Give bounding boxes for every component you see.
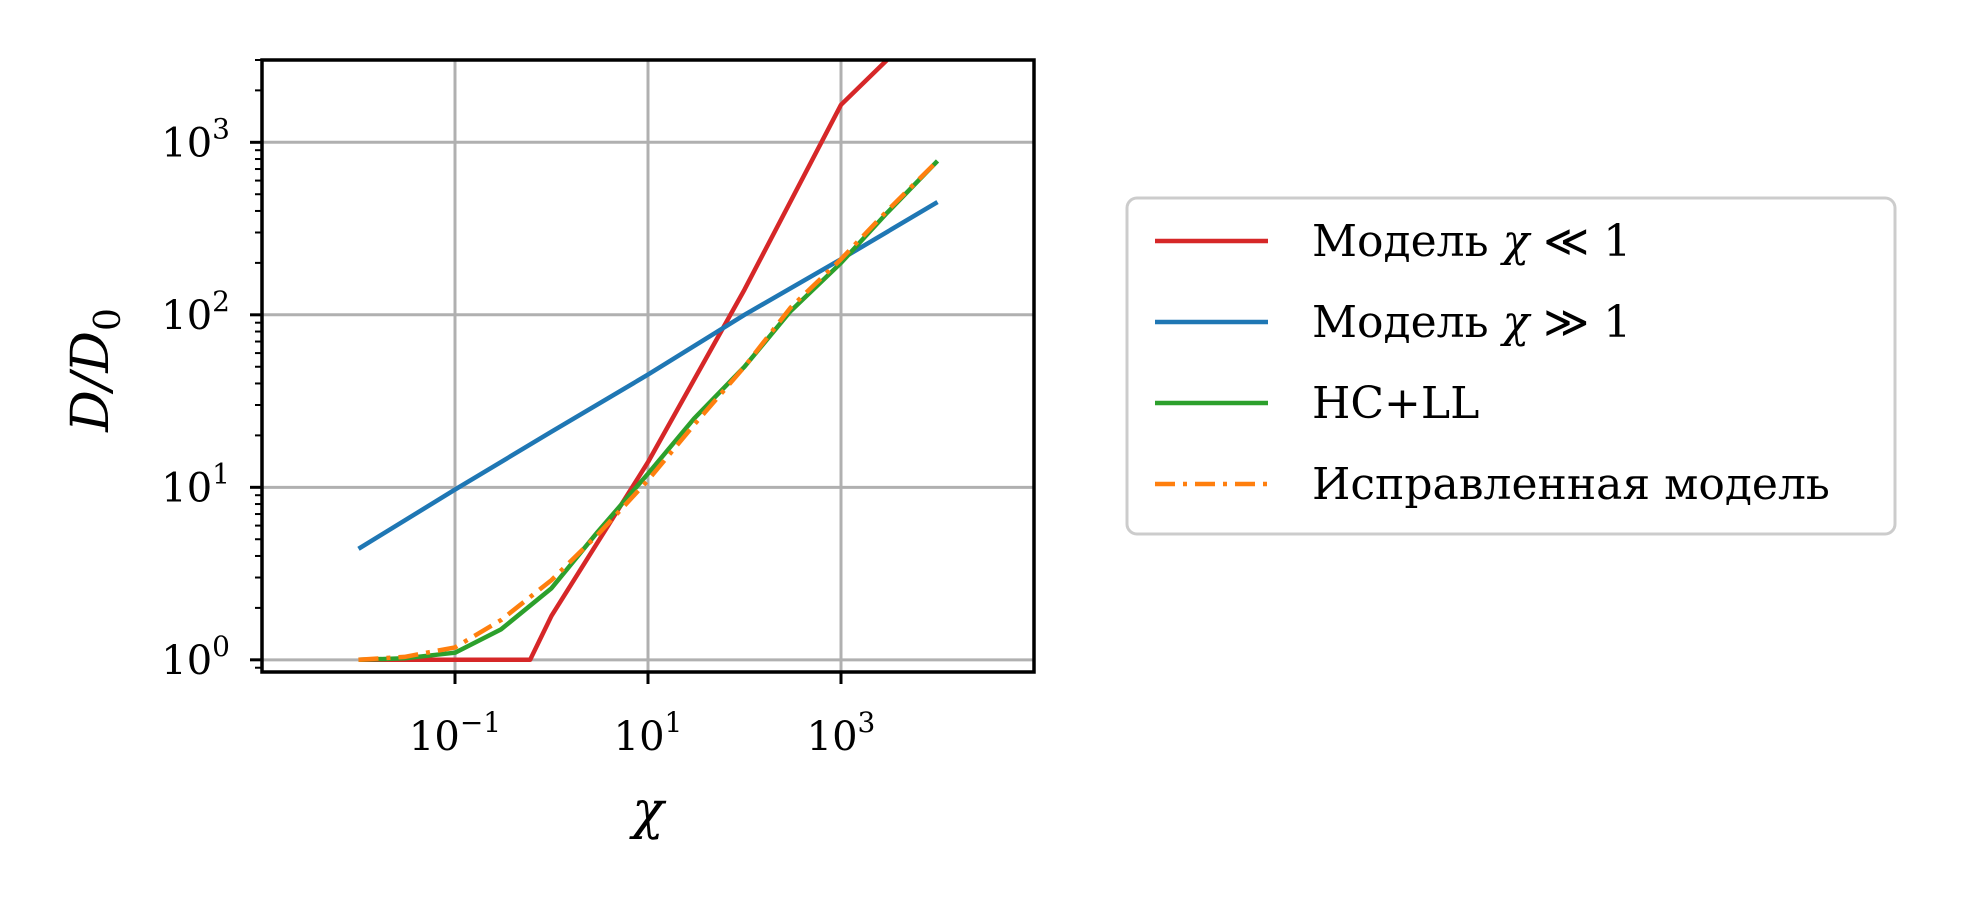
x-axis-label: χ <box>628 781 667 841</box>
y-axis-label-main: D/D <box>61 331 121 433</box>
legend-label-1: Модель χ ≪ 1 <box>1312 216 1631 267</box>
plot-area <box>357 60 940 663</box>
x-tick-label: 10−1 <box>409 706 501 760</box>
legend-label-2: Модель χ ≫ 1 <box>1312 297 1631 348</box>
series-line-1 <box>358 60 889 663</box>
series-line-4 <box>358 159 940 663</box>
y-axis-label-sub: 0 <box>88 308 129 331</box>
y-tick-label: 103 <box>161 112 230 166</box>
x-tick-label: 101 <box>614 706 683 760</box>
x-tick-label: 103 <box>807 706 876 760</box>
y-tick-label: 101 <box>161 457 230 511</box>
series-line-3 <box>358 159 940 663</box>
legend: Модель χ ≪ 1 Модель χ ≫ 1 HC+LL Исправленна… <box>1125 196 1897 536</box>
legend-box <box>1125 196 1897 536</box>
axes: 10−1 101 103 100 101 102 103 <box>161 58 1036 760</box>
grid-lines <box>262 60 1034 672</box>
legend-label-3: HC+LL <box>1312 378 1479 429</box>
y-tick-label: 100 <box>161 630 230 684</box>
y-axis-label: D/D0 <box>61 308 129 433</box>
y-tick-label: 102 <box>161 285 230 339</box>
legend-label-4: Исправленная модель <box>1312 459 1830 510</box>
